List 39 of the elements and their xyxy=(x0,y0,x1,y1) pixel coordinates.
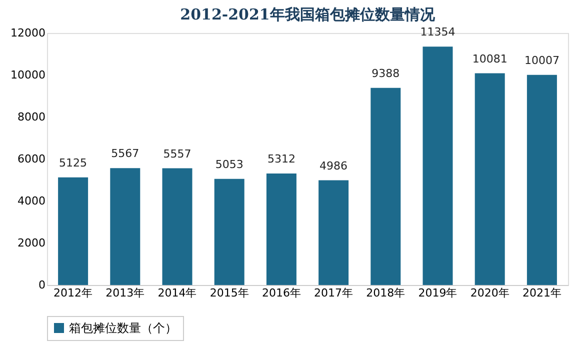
chart-title: 2012-2021年我国箱包摊位数量情况 xyxy=(180,6,436,24)
y-tick-label: 6000 xyxy=(18,152,46,166)
data-label: 11354 xyxy=(420,26,456,39)
bar xyxy=(318,180,349,285)
bar xyxy=(474,73,505,285)
y-tick-label: 10000 xyxy=(10,68,46,82)
data-label: 10081 xyxy=(472,52,508,66)
data-label: 10007 xyxy=(524,54,560,67)
bar xyxy=(422,46,453,285)
data-label: 5053 xyxy=(215,158,244,171)
data-label: 5557 xyxy=(163,147,192,160)
x-tick-label: 2012年 xyxy=(54,286,93,300)
data-label: 9388 xyxy=(372,66,400,80)
x-tick-label: 2016年 xyxy=(262,286,301,300)
y-tick-label: 12000 xyxy=(10,26,46,40)
data-label: 5312 xyxy=(267,152,296,166)
bar xyxy=(214,178,244,285)
y-tick-label: 8000 xyxy=(18,110,46,124)
x-tick-label: 2015年 xyxy=(210,286,249,300)
y-tick-label: 0 xyxy=(38,278,46,292)
bar xyxy=(110,168,140,285)
data-label: 5567 xyxy=(111,147,140,160)
bar xyxy=(58,177,88,285)
data-label: 5125 xyxy=(59,156,88,170)
x-tick-label: 2013年 xyxy=(106,286,145,300)
x-tick-label: 2020年 xyxy=(470,286,510,300)
x-tick-label: 2021年 xyxy=(522,286,562,300)
y-tick-label: 2000 xyxy=(18,236,46,250)
bar xyxy=(526,74,557,285)
bar xyxy=(370,88,401,285)
bar xyxy=(162,168,192,285)
x-tick-label: 2019年 xyxy=(418,286,458,300)
bar xyxy=(266,173,296,285)
legend-label: 箱包摊位数量（个） xyxy=(69,321,177,335)
y-tick-label: 4000 xyxy=(18,194,46,208)
x-tick-label: 2014年 xyxy=(158,286,197,300)
x-tick-label: 2018年 xyxy=(366,286,406,300)
x-tick-label: 2017年 xyxy=(314,286,354,300)
data-label: 4986 xyxy=(320,159,348,172)
